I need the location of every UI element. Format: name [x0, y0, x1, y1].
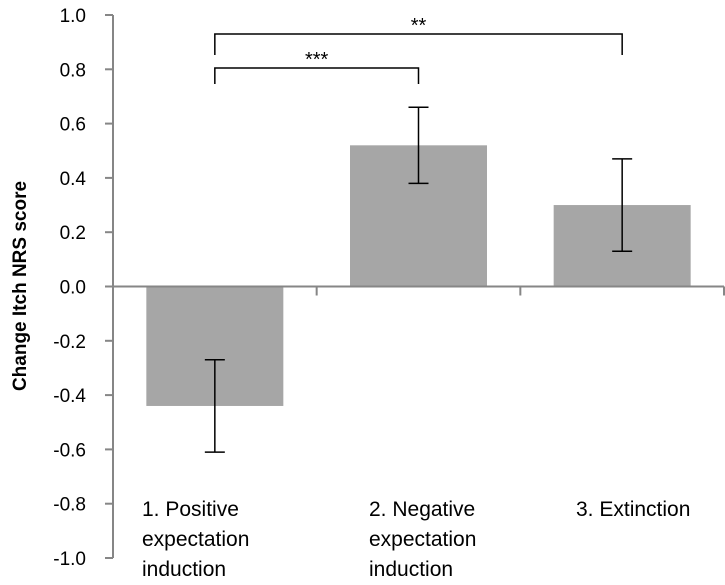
significance-bracket: [214, 67, 420, 84]
category-label-line: induction: [142, 558, 226, 581]
category-label-line: 3. Extinction: [576, 498, 690, 521]
y-tick-labels: 1.0 0.8 0.6 0.4 0.2 0.0 -0.2 -0.4 -0.6 -0.8 -1.0: [53, 6, 86, 570]
y-tick-label: -0.2: [53, 332, 86, 353]
y-tick-label: -0.8: [53, 495, 86, 516]
y-tick-label: 0.4: [60, 169, 87, 190]
y-tick-label: 1.0: [60, 6, 86, 27]
significance-label: **: [411, 15, 427, 37]
y-tick-label: -1.0: [53, 549, 86, 570]
y-tick-label: 0.6: [60, 115, 86, 136]
y-axis-title: Change Itch NRS score: [10, 181, 31, 391]
category-label: 2. Negative expectation induction: [369, 498, 476, 581]
category-label-line: 1. Positive: [142, 498, 239, 521]
significance-bracket: [214, 33, 623, 55]
y-tick-label: 0.8: [60, 60, 86, 81]
category-label: 1. Positive expectation induction: [142, 498, 249, 581]
x-tick-marks: [315, 286, 725, 296]
significance-brackets: *****: [214, 15, 623, 84]
error-bars: [204, 106, 633, 453]
y-tick-label: -0.4: [53, 386, 86, 407]
y-tick-label: -0.6: [53, 440, 86, 461]
y-tick-label: 0.0: [60, 278, 86, 299]
category-label: 3. Extinction: [576, 498, 690, 521]
category-label-line: expectation: [142, 528, 249, 551]
category-label-line: 2. Negative: [369, 498, 475, 521]
category-label-line: induction: [369, 558, 453, 581]
significance-label: ***: [305, 49, 329, 71]
y-tick-label: 0.2: [60, 223, 86, 244]
category-label-line: expectation: [369, 528, 476, 551]
y-tick-marks: [105, 14, 113, 559]
bars: [146, 145, 691, 406]
